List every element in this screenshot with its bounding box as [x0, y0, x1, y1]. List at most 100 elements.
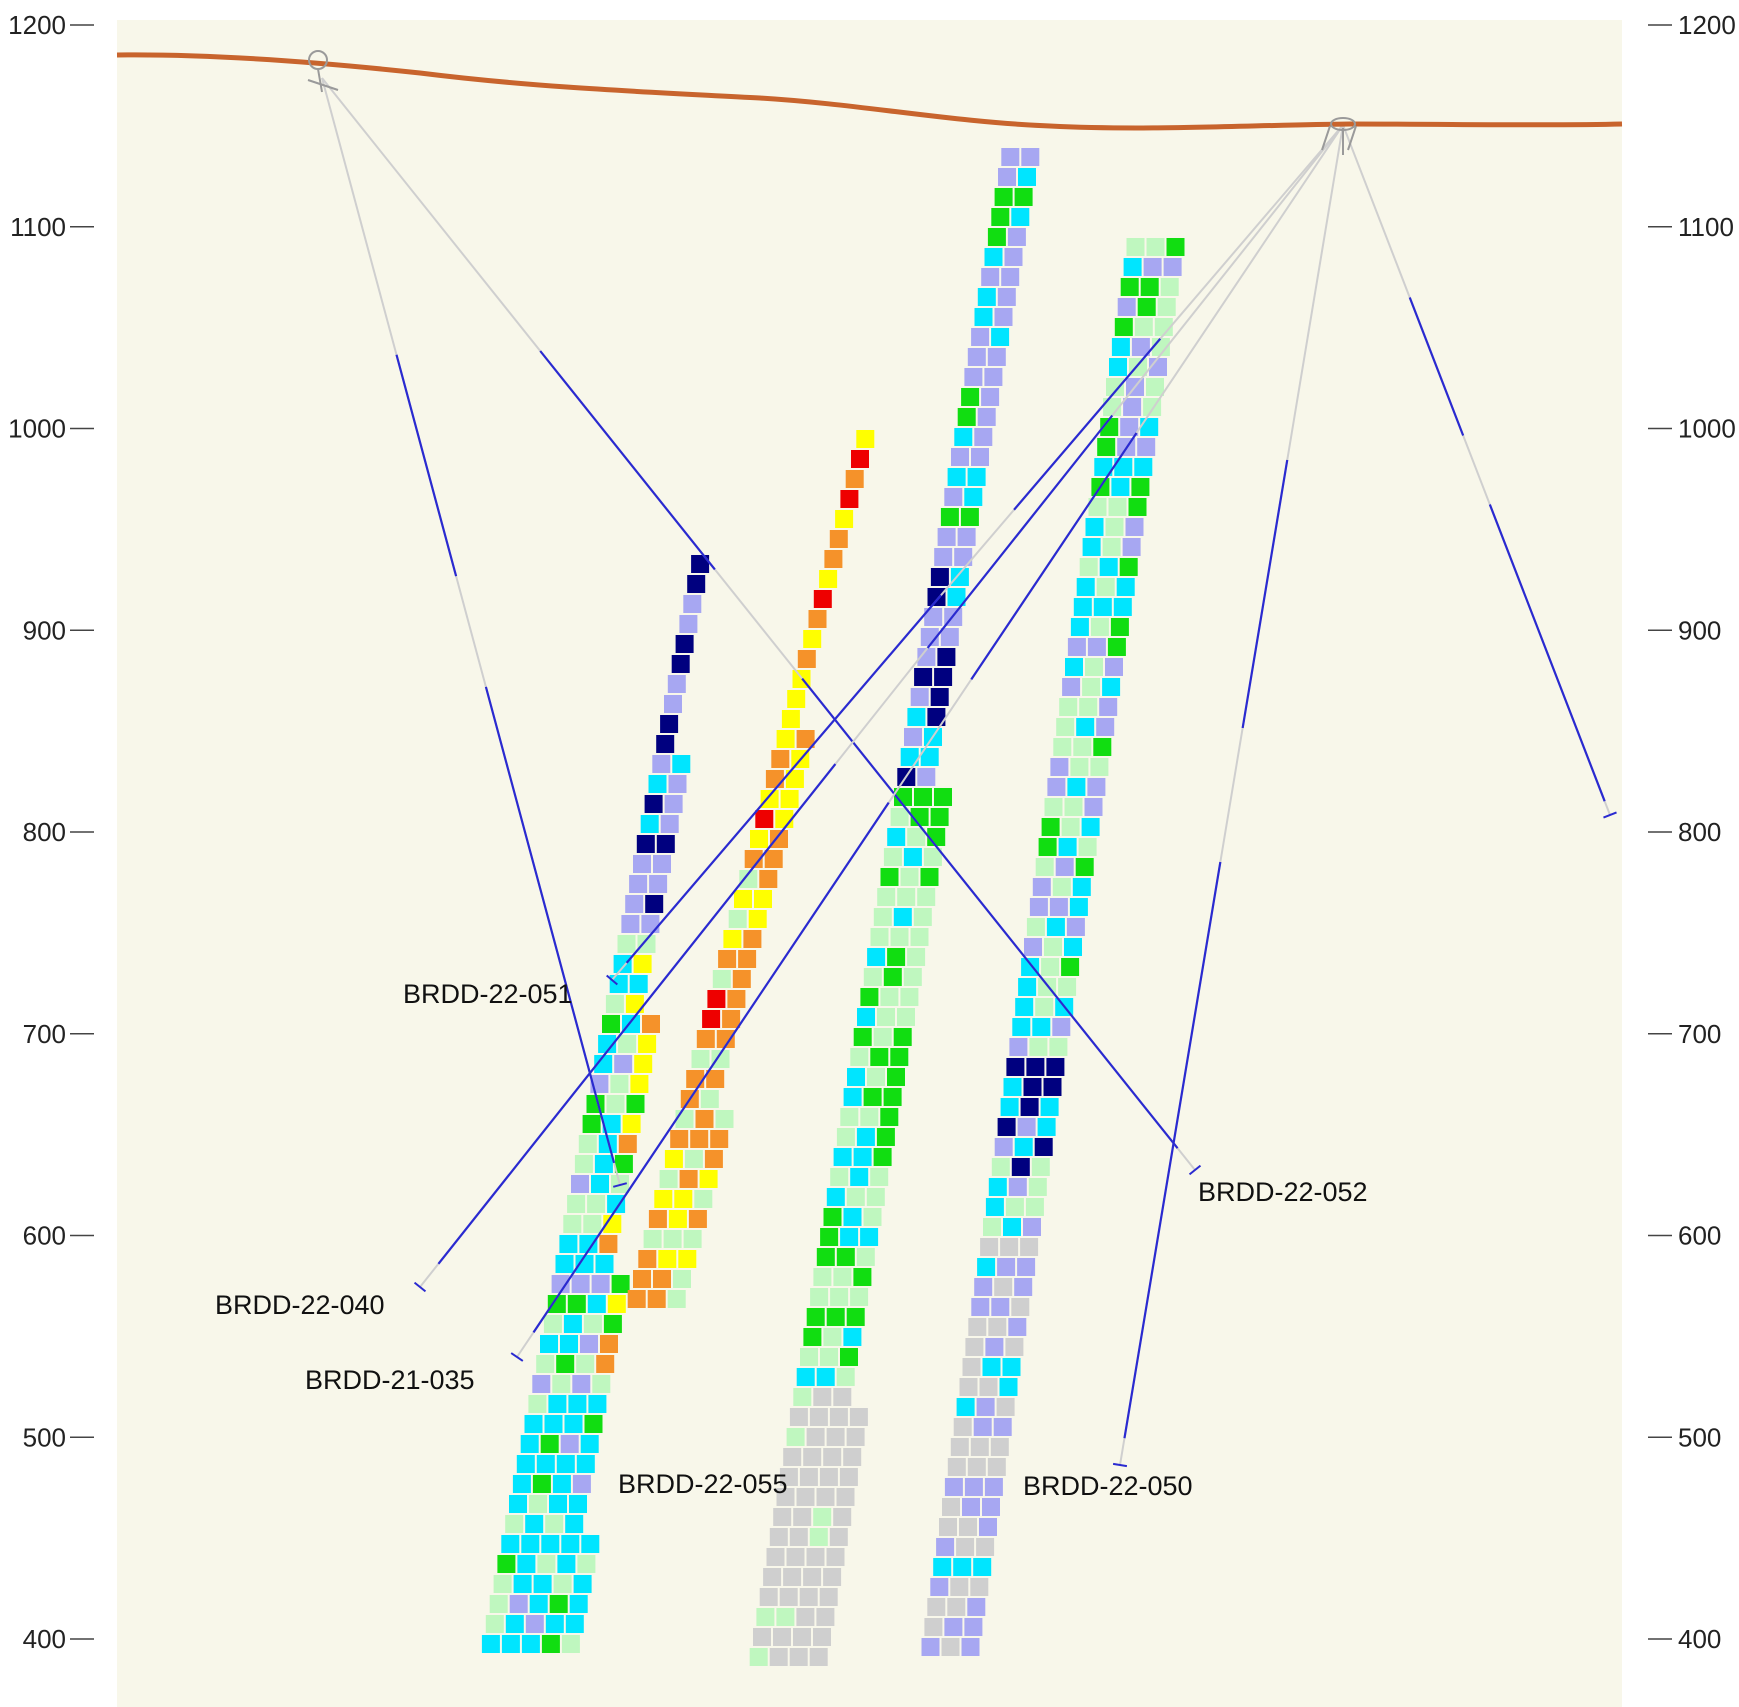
tick-label-right: 800	[1678, 817, 1721, 847]
grade-block	[816, 1488, 835, 1506]
grade-block	[849, 1408, 868, 1426]
grade-block	[581, 1535, 600, 1553]
grade-block	[979, 1518, 997, 1536]
grade-block	[549, 1495, 567, 1513]
grade-block	[937, 528, 956, 546]
grade-block	[826, 1308, 845, 1326]
grade-block	[823, 1448, 842, 1466]
grade-block	[960, 508, 979, 526]
grade-block	[853, 1148, 872, 1166]
grade-block	[803, 1328, 822, 1346]
block-model	[481, 148, 1185, 1666]
grade-block	[1137, 438, 1156, 456]
grade-block	[572, 1375, 591, 1393]
grade-block	[1093, 738, 1112, 756]
elevation-axis-right: 1200 1100 1000 900 800 700 600 500 400	[1648, 10, 1736, 1654]
grade-block	[971, 328, 990, 346]
grade-block	[787, 690, 806, 708]
grade-block	[1043, 1078, 1062, 1096]
tick-label-left: 900	[23, 615, 66, 645]
grade-block	[796, 1368, 815, 1386]
grade-block	[964, 1618, 983, 1636]
grade-block	[964, 368, 983, 386]
grade-block	[524, 1415, 543, 1433]
grade-block	[653, 1270, 671, 1288]
grade-block	[648, 1210, 667, 1228]
grade-block	[769, 1528, 788, 1546]
grade-block	[1109, 358, 1127, 376]
grade-block	[501, 1535, 520, 1553]
grade-block	[809, 1648, 828, 1666]
grade-block	[1116, 578, 1135, 596]
grade-block	[806, 1428, 825, 1446]
grade-block	[947, 468, 966, 486]
grade-block	[957, 408, 976, 426]
grade-block	[1041, 818, 1060, 836]
grade-block	[866, 1188, 885, 1206]
intercept-segment	[395, 354, 458, 577]
grade-block	[1047, 778, 1066, 796]
grade-block	[1114, 458, 1133, 476]
grade-block	[907, 708, 926, 726]
grade-block	[552, 1475, 571, 1493]
grade-block	[1102, 678, 1121, 696]
grade-block	[1078, 838, 1097, 856]
grade-block	[853, 1268, 872, 1286]
grade-block	[577, 1555, 596, 1573]
grade-block	[840, 490, 859, 508]
grade-block	[1102, 538, 1121, 556]
grade-block	[953, 1558, 972, 1576]
grade-block	[954, 548, 973, 566]
grade-block	[1040, 1098, 1059, 1116]
grade-block	[851, 450, 869, 468]
grade-block	[716, 1030, 735, 1048]
grade-block	[1076, 578, 1095, 596]
grade-block	[1001, 268, 1020, 286]
drillhole-traces	[321, 77, 1617, 1468]
grade-block	[927, 1598, 946, 1616]
grade-block	[880, 988, 899, 1006]
grade-block	[1088, 498, 1107, 516]
grade-block	[592, 1375, 611, 1393]
grade-block	[820, 1228, 839, 1246]
grade-block	[573, 1575, 592, 1593]
grade-block	[826, 1548, 845, 1566]
grade-block	[897, 888, 916, 906]
grade-block	[924, 1618, 943, 1636]
grade-block	[643, 1230, 662, 1248]
grade-block	[664, 795, 683, 813]
tick-label-right: 1100	[1678, 212, 1734, 242]
grade-block	[1114, 318, 1133, 336]
grade-block	[675, 635, 694, 653]
grade-block	[923, 848, 942, 866]
grade-block	[796, 1488, 815, 1506]
grade-block	[656, 735, 675, 753]
grade-block	[840, 1348, 858, 1366]
grade-block	[970, 1438, 989, 1456]
tick-label-left: 1200	[8, 10, 66, 40]
grade-block	[660, 715, 679, 733]
drillhole-label-040: BRDD-22-040	[215, 1290, 385, 1320]
grade-block	[973, 1558, 992, 1576]
grade-block	[940, 508, 959, 526]
grade-block	[816, 1608, 835, 1626]
grade-block	[1079, 558, 1098, 576]
grade-block	[947, 1598, 966, 1616]
grade-block	[621, 915, 640, 933]
grade-block	[649, 875, 668, 893]
grade-block	[856, 1128, 875, 1146]
grade-block	[557, 1555, 576, 1573]
tick-label-right: 400	[1678, 1624, 1721, 1654]
grade-block	[934, 788, 952, 806]
grade-block	[1007, 228, 1026, 246]
grade-block	[1056, 718, 1075, 736]
grade-block	[607, 1295, 626, 1313]
grade-block	[961, 388, 980, 406]
tick-label-right: 1000	[1678, 414, 1736, 444]
grade-block	[980, 1238, 999, 1256]
grade-block	[1069, 898, 1088, 916]
grade-block	[571, 1275, 590, 1293]
grade-block	[973, 1418, 992, 1436]
grade-block	[602, 1115, 621, 1133]
hole-end-marker	[1603, 811, 1617, 819]
